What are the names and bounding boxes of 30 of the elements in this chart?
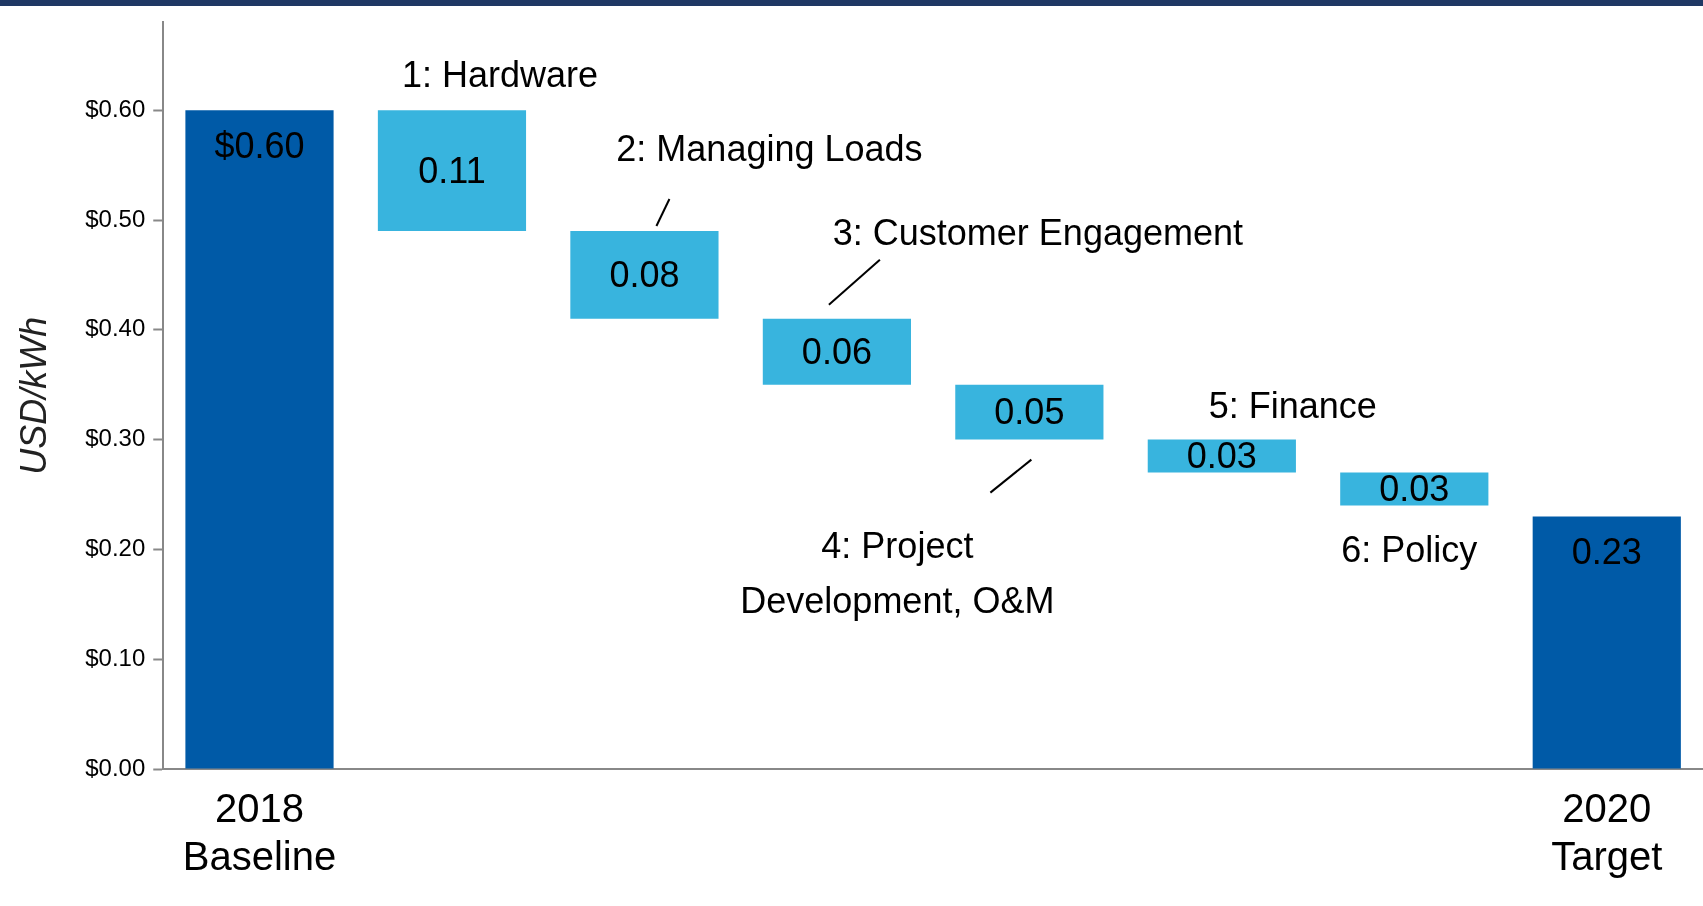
x-tick-label: 2018 Baseline: [182, 786, 337, 879]
y-axis-title: USD/kWh: [12, 316, 54, 475]
data-label: 0.06: [801, 330, 872, 372]
y-tick-label: $0.20: [85, 534, 146, 562]
bar: [570, 231, 719, 319]
data-label: 0.05: [994, 391, 1065, 433]
annotation: 4: Project Development, O&M: [740, 524, 1055, 621]
bar: [185, 110, 334, 769]
annotation: 2: Managing Loads: [616, 127, 923, 169]
data-label: 0.03: [1379, 467, 1450, 509]
y-tick-label: $0.50: [85, 204, 146, 232]
x-tick-label: 2020 Target: [1551, 786, 1663, 879]
y-tick-label: $0.10: [85, 643, 146, 671]
y-tick-label: $0.60: [85, 94, 146, 122]
data-label: 0.08: [609, 253, 680, 295]
data-label: 0.11: [418, 149, 486, 191]
y-tick-label: $0.30: [85, 424, 146, 452]
annotation: 5: Finance: [1208, 384, 1377, 426]
annotation: 3: Customer Engagement: [832, 211, 1244, 253]
annotation: 6: Policy: [1341, 529, 1478, 571]
y-tick-label: $0.40: [85, 314, 146, 342]
data-label: 0.03: [1186, 435, 1257, 477]
data-label: 0.23: [1571, 531, 1642, 573]
data-label: $0.60: [214, 125, 305, 167]
bar: [377, 110, 527, 232]
bar: [955, 384, 1104, 440]
y-tick-label: $0.00: [85, 753, 146, 781]
bar: [762, 318, 911, 385]
bar: [1532, 516, 1681, 769]
annotation: 1: Hardware: [401, 54, 599, 96]
